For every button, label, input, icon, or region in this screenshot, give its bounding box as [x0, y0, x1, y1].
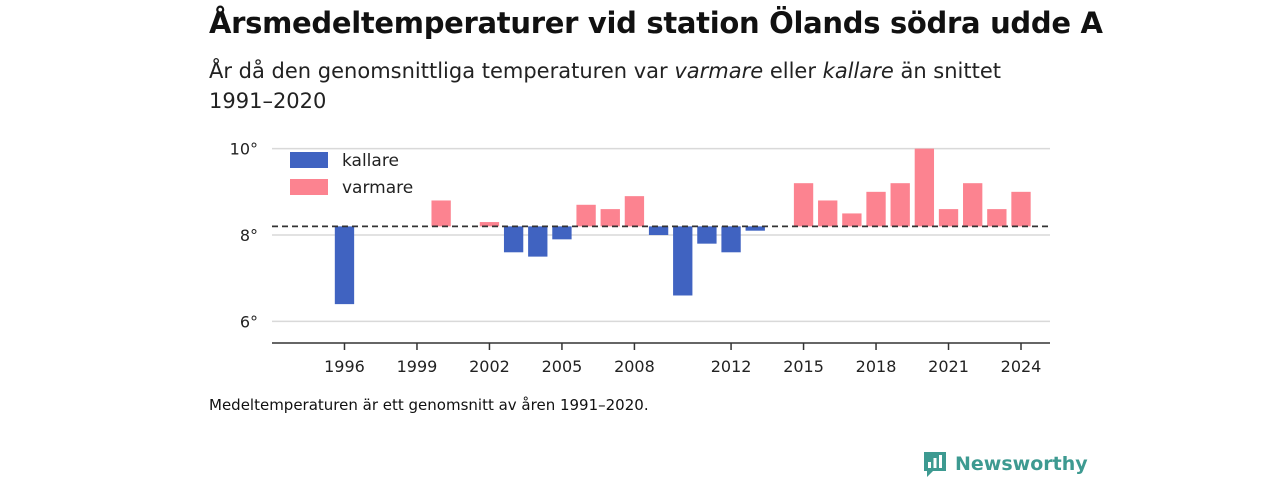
chart-subtitle: År då den genomsnittliga temperaturen va… [209, 56, 1029, 116]
bar-kallare [721, 226, 741, 253]
bar-varmare [431, 200, 451, 227]
x-tick-label: 2024 [1001, 357, 1042, 376]
legend-label-kallare: kallare [342, 151, 399, 171]
bar-chart: 6° 8° 10° 1996 1999 2002 2005 2008 2012 2015 2018 2… [230, 140, 1050, 376]
y-tick-label: 6° [240, 312, 258, 331]
legend-swatch-varmare [290, 179, 328, 195]
bar-kallare [697, 226, 717, 244]
legend: kallare varmare [290, 151, 413, 198]
x-tick-label: 2012 [711, 357, 752, 376]
bar-varmare [624, 196, 645, 227]
x-tick-label: 1999 [397, 357, 438, 376]
bar-varmare [818, 200, 838, 227]
y-tick-label: 8° [240, 226, 258, 245]
x-tick-label: 2008 [614, 357, 655, 376]
subtitle-em-varmare: varmare [674, 59, 764, 83]
subtitle-text-post: än snittet 1991–2020 [209, 59, 1002, 113]
bar-kallare [648, 226, 669, 236]
bar-varmare [576, 204, 596, 227]
bar-kallare [528, 226, 548, 257]
subtitle-text-mid: eller [763, 59, 823, 83]
tick-layer: 6° 8° 10° 1996 1999 2002 2005 2008 2012 2015 2018 2… [230, 140, 1042, 376]
x-tick-label: 2002 [469, 357, 510, 376]
bar-kallare [745, 226, 765, 231]
bar-varmare [600, 209, 620, 227]
subtitle-text-pre: År då den genomsnittliga temperaturen va… [209, 59, 675, 83]
chart-title: Årsmedeltemperaturer vid station Ölands … [209, 6, 1103, 40]
bar-kallare [334, 226, 355, 305]
bar-varmare [914, 148, 935, 227]
footnote: Medeltemperaturen är ett genomsnitt av å… [209, 396, 649, 414]
bar-varmare [842, 213, 862, 227]
bar-varmare [793, 183, 814, 227]
y-tick-label: 10° [230, 140, 258, 159]
bar-varmare [890, 183, 910, 227]
brand-name: Newsworthy [955, 453, 1088, 475]
bar-varmare [479, 222, 500, 227]
newsworthy-logo-icon [924, 452, 946, 477]
brand-logo[interactable]: Newsworthy [922, 450, 1088, 478]
bar-layer [334, 148, 1031, 305]
bar-varmare [866, 191, 886, 227]
x-tick-label: 2018 [856, 357, 897, 376]
bar-varmare [987, 209, 1007, 227]
bar-kallare [503, 226, 524, 253]
x-tick-label: 1996 [324, 357, 365, 376]
x-tick-label: 2021 [928, 357, 969, 376]
x-tick-label: 2015 [783, 357, 824, 376]
x-tick-label: 2005 [542, 357, 583, 376]
legend-label-varmare: varmare [342, 178, 413, 198]
bar-kallare [552, 226, 572, 240]
legend-swatch-kallare [290, 152, 328, 168]
bar-kallare [673, 226, 693, 296]
bar-varmare [938, 209, 959, 227]
bar-varmare [1011, 191, 1031, 227]
bar-varmare [963, 183, 983, 227]
subtitle-em-kallare: kallare [822, 59, 894, 83]
